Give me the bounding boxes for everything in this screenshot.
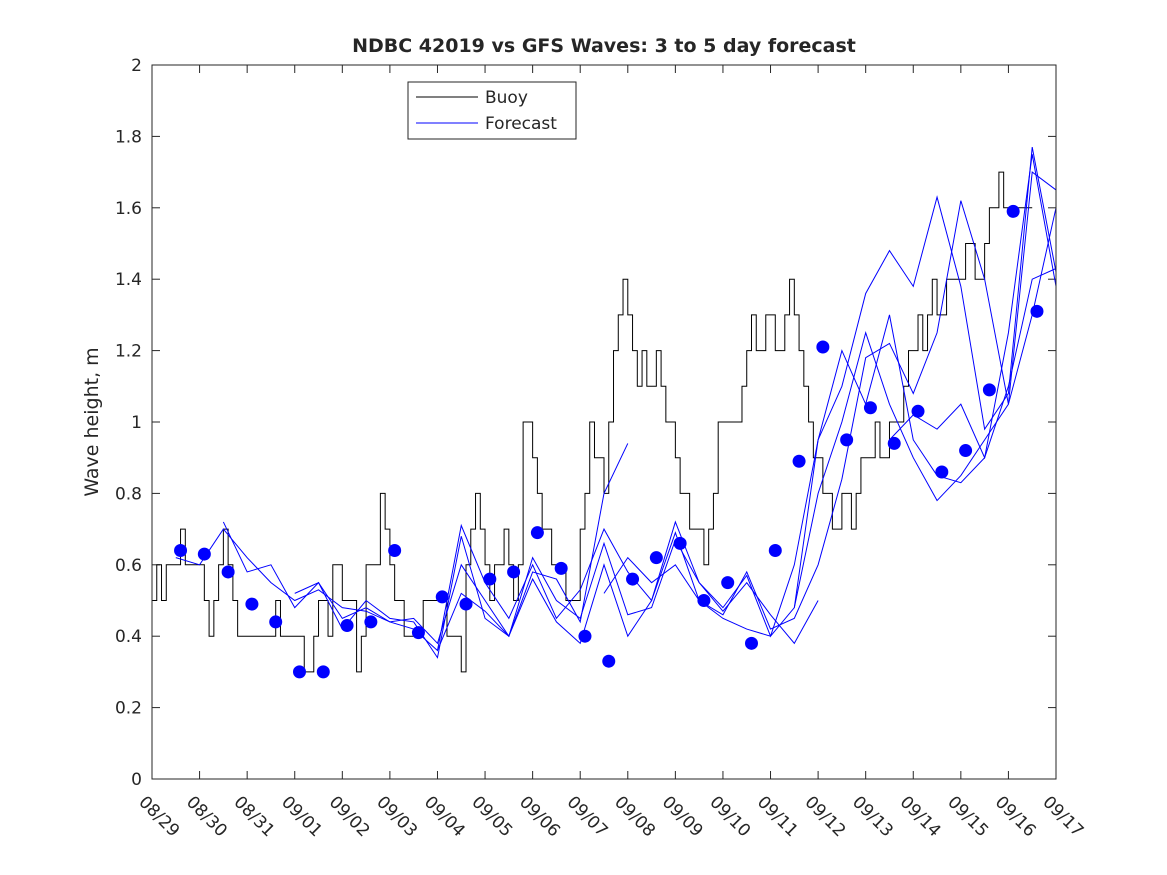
forecast-point xyxy=(221,565,235,579)
forecast-point xyxy=(863,401,877,415)
buoy-line xyxy=(152,171,1033,673)
forecast-point xyxy=(411,626,425,640)
forecast-point xyxy=(197,547,211,561)
y-tick-label: 1 xyxy=(131,413,142,433)
forecast-point xyxy=(649,551,663,565)
forecast-point xyxy=(340,618,354,632)
forecast-point xyxy=(292,665,306,679)
forecast-point xyxy=(507,565,521,579)
forecast-point xyxy=(364,615,378,629)
forecast-point xyxy=(245,597,259,611)
plot-frame xyxy=(151,64,1057,780)
forecast-line-2 xyxy=(222,521,819,659)
forecast-point xyxy=(554,561,568,575)
forecast-point xyxy=(1006,204,1020,218)
y-tick-label: 0 xyxy=(131,770,142,790)
forecast-point xyxy=(959,444,973,458)
y-tick-label: 0.8 xyxy=(115,484,142,504)
forecast-point xyxy=(578,629,592,643)
y-axis: 0 0.2 0.4 0.6 0.8 1 1.2 1.4 1.6 1.8 2 xyxy=(115,56,1056,790)
legend: Buoy Forecast xyxy=(407,81,577,140)
forecast-point xyxy=(316,665,330,679)
forecast-point xyxy=(459,597,473,611)
chart-title: NDBC 42019 vs GFS Waves: 3 to 5 day fore… xyxy=(352,35,856,57)
forecast-point xyxy=(602,654,616,668)
forecast-point xyxy=(626,572,640,586)
y-tick-label: 0.4 xyxy=(115,627,142,647)
plot-area xyxy=(152,65,1056,779)
forecast-point xyxy=(792,454,806,468)
forecast-point xyxy=(887,436,901,450)
forecast-point xyxy=(911,404,925,418)
forecast-line-6 xyxy=(793,154,1057,608)
forecast-point xyxy=(982,383,996,397)
forecast-point xyxy=(174,544,188,558)
forecast-point xyxy=(269,615,283,629)
buoy-series xyxy=(152,171,1033,673)
forecast-line-5 xyxy=(603,171,1057,637)
forecast-point xyxy=(744,636,758,650)
forecast-line-4 xyxy=(437,147,1057,651)
y-tick-label: 2 xyxy=(131,56,142,76)
forecast-points xyxy=(174,204,1044,679)
forecast-point xyxy=(840,433,854,447)
forecast-point xyxy=(673,536,687,550)
forecast-point xyxy=(935,465,949,479)
y-tick-label: 1.6 xyxy=(115,199,142,219)
forecast-point xyxy=(483,572,497,586)
y-tick-label: 0.2 xyxy=(115,699,142,719)
forecast-point xyxy=(435,590,449,604)
y-tick-label: 1.8 xyxy=(115,127,142,147)
legend-forecast-label: Forecast xyxy=(485,114,557,134)
forecast-point xyxy=(768,544,782,558)
y-axis-label: Wave height, m xyxy=(81,347,103,496)
y-tick-label: 1.4 xyxy=(115,270,142,290)
y-tick-label: 0.6 xyxy=(115,556,142,576)
forecast-point xyxy=(816,340,830,354)
legend-box xyxy=(407,81,577,140)
forecast-point xyxy=(697,594,711,607)
forecast-point xyxy=(1030,304,1044,318)
forecast-point xyxy=(388,544,402,558)
forecast-point xyxy=(530,526,544,540)
legend-buoy-label: Buoy xyxy=(485,88,528,108)
y-tick-label: 1.2 xyxy=(115,342,142,362)
forecast-point xyxy=(721,576,735,590)
